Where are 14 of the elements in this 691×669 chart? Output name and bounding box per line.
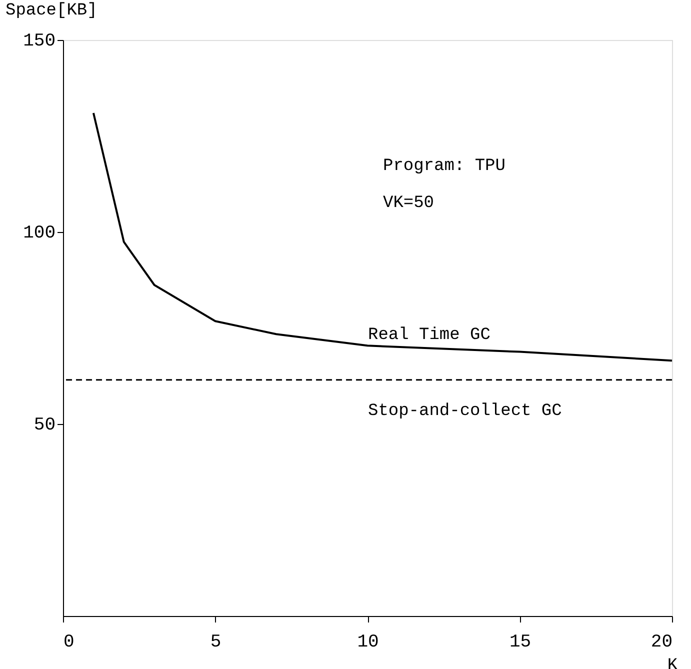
annotation: Program: TPU xyxy=(383,157,506,176)
x-tick-label: 15 xyxy=(509,632,532,652)
x-tick-label: 20 xyxy=(650,632,672,652)
x-tick-label: 5 xyxy=(210,632,222,652)
y-tick-label: 50 xyxy=(34,416,56,436)
y-tick-label: 100 xyxy=(23,224,56,244)
x-tick-label: 10 xyxy=(357,632,379,652)
ref-line-label: Stop-and-collect GC xyxy=(368,402,562,421)
y-axis-title: Space[KB] xyxy=(6,2,98,20)
series-label: Real Time GC xyxy=(368,326,490,345)
x-tick-label: 0 xyxy=(64,632,74,652)
line-series xyxy=(92,112,673,362)
y-tick-label: 150 xyxy=(23,32,56,52)
annotation: VK=50 xyxy=(383,194,434,213)
